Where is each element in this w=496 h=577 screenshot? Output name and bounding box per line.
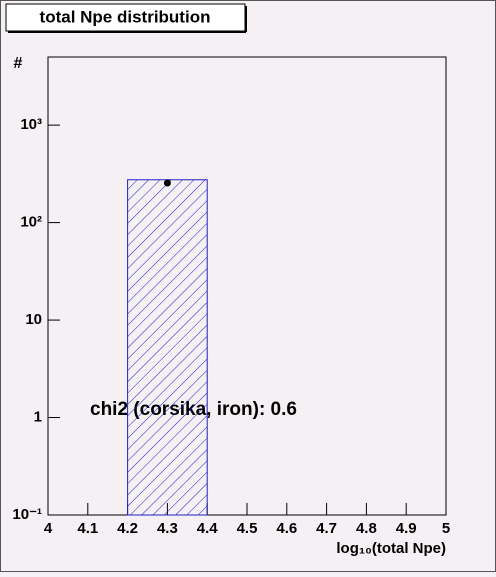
x-tick-label: 4.2: [117, 520, 138, 537]
x-tick-label: 4.4: [197, 520, 219, 537]
bar: [127, 179, 208, 516]
x-tick-label: 5: [442, 520, 450, 537]
frame: [47, 56, 447, 516]
title-box: [5, 3, 246, 32]
x-tick-label: 4: [44, 520, 53, 537]
x-tick-label: 4.5: [237, 520, 258, 537]
y-tick-label: 10: [25, 311, 42, 328]
chart-title: total Npe distribution: [40, 7, 211, 26]
x-axis-label: log₁₀(total Npe): [336, 540, 446, 557]
x-tick-label: 4.7: [316, 520, 337, 537]
y-tick-label: 10⁻¹: [12, 506, 42, 523]
data-point: [163, 179, 171, 187]
y-tick-label: 10³: [20, 116, 42, 133]
y-tick-label: 10²: [20, 214, 42, 231]
y-tick-label: 1: [34, 409, 42, 426]
x-tick-label: 4.8: [356, 520, 377, 537]
y-axis-label: #: [14, 55, 23, 72]
x-tick-label: 4.1: [77, 520, 98, 537]
x-tick-label: 4.3: [157, 520, 178, 537]
x-tick-label: 4.6: [276, 520, 297, 537]
x-tick-label: 4.9: [396, 520, 417, 537]
